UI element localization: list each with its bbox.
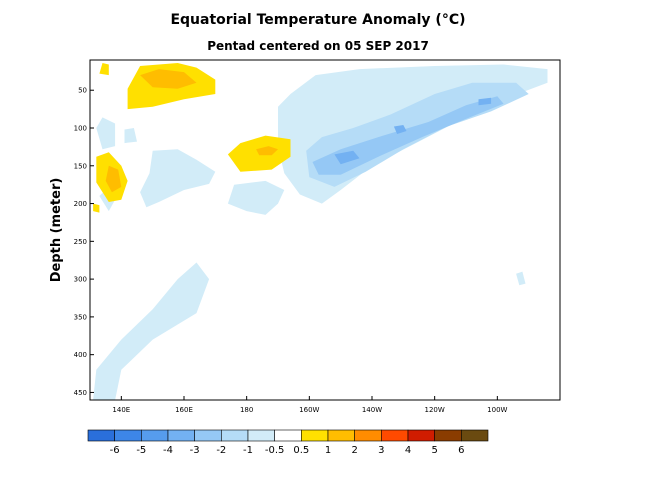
x-tick-label-140E: 140E	[112, 406, 130, 414]
colorbar-swatch-7	[274, 429, 302, 442]
colorbar-swatch-3	[167, 429, 195, 442]
x-tick-label-100W: 100W	[487, 406, 507, 414]
x-tick-label-180: 180	[240, 406, 253, 414]
colorbar-label-12: 5	[431, 445, 437, 456]
colorbar-swatch-8	[301, 429, 329, 442]
x-tick-label-140W: 140W	[362, 406, 382, 414]
colorbar-swatch-0	[87, 429, 115, 442]
colorbar-label-0: -6	[110, 445, 120, 456]
anomaly-region-7	[124, 128, 137, 144]
anomaly-region-4	[393, 125, 407, 134]
y-tick-label-150: 150	[74, 162, 87, 170]
colorbar-swatch-10	[354, 429, 382, 442]
y-tick-label-400: 400	[74, 351, 87, 359]
anomaly-region-9	[227, 180, 285, 215]
anomaly-region-5	[478, 97, 492, 106]
colorbar-swatch-12	[407, 429, 435, 442]
anomaly-region-12	[516, 271, 526, 286]
anomaly-region-10	[93, 262, 210, 400]
colorbar-label-4: -2	[216, 445, 226, 456]
anomaly-region-3	[334, 150, 360, 165]
colorbar-swatch-13	[434, 429, 462, 442]
x-tick-label-120W: 120W	[425, 406, 445, 414]
colorbar-label-11: 4	[405, 445, 411, 456]
x-axis-ticks: 140E 160E 180 160W 140W 120W 100W	[112, 396, 508, 414]
colorbar-swatch-11	[381, 429, 409, 442]
colorbar-swatch-2	[141, 429, 169, 442]
y-tick-label-250: 250	[74, 238, 87, 246]
colorbar-swatch-9	[327, 429, 355, 442]
colorbar-label-13: 6	[458, 445, 464, 456]
colorbar-swatch-5	[221, 429, 249, 442]
colorbar-label-2: -4	[163, 445, 173, 456]
anomaly-region-19	[99, 63, 109, 76]
plot-frame	[89, 59, 561, 401]
colorbar-swatch-6	[247, 429, 275, 442]
colorbar-swatch-14	[461, 429, 489, 442]
anomaly-region-8	[140, 149, 216, 208]
anomaly-region-2	[312, 96, 504, 175]
y-axis-ticks: 50 100 150 200 250 300 350 400 450	[74, 87, 94, 397]
colorbar-label-5: -1	[243, 445, 253, 456]
anomaly-contours	[93, 63, 548, 400]
y-axis-label: Depth (meter)	[49, 178, 64, 283]
colorbar-label-8: 1	[325, 445, 331, 456]
colorbar-label-7: 0.5	[293, 445, 309, 456]
colorbar: -6 -5 -4 -3 -2 -1 -0.5 0.5 1 2 3 4 5 6	[87, 429, 489, 456]
anomaly-region-18	[105, 165, 122, 193]
anomaly-region-6	[96, 117, 116, 150]
x-tick-label-160W: 160W	[299, 406, 319, 414]
chart-subtitle: Pentad centered on 05 SEP 2017	[207, 39, 429, 53]
colorbar-label-3: -3	[190, 445, 200, 456]
x-tick-label-160E: 160E	[175, 406, 193, 414]
y-tick-label-450: 450	[74, 389, 87, 397]
colorbar-swatch-1	[114, 429, 142, 442]
y-tick-label-300: 300	[74, 276, 87, 284]
anomaly-region-16	[256, 146, 278, 156]
colorbar-swatch-4	[194, 429, 222, 442]
colorbar-label-6: -0.5	[265, 445, 285, 456]
chart-title: Equatorial Temperature Anomaly (°C)	[170, 12, 465, 28]
colorbar-label-1: -5	[136, 445, 146, 456]
colorbar-label-9: 2	[351, 445, 357, 456]
anomaly-region-14	[140, 69, 197, 89]
y-tick-label-50: 50	[78, 87, 87, 95]
anomaly-region-20	[93, 203, 100, 213]
colorbar-label-10: 3	[378, 445, 384, 456]
y-tick-label-100: 100	[74, 125, 87, 133]
y-tick-label-200: 200	[74, 200, 87, 208]
y-tick-label-350: 350	[74, 313, 87, 321]
